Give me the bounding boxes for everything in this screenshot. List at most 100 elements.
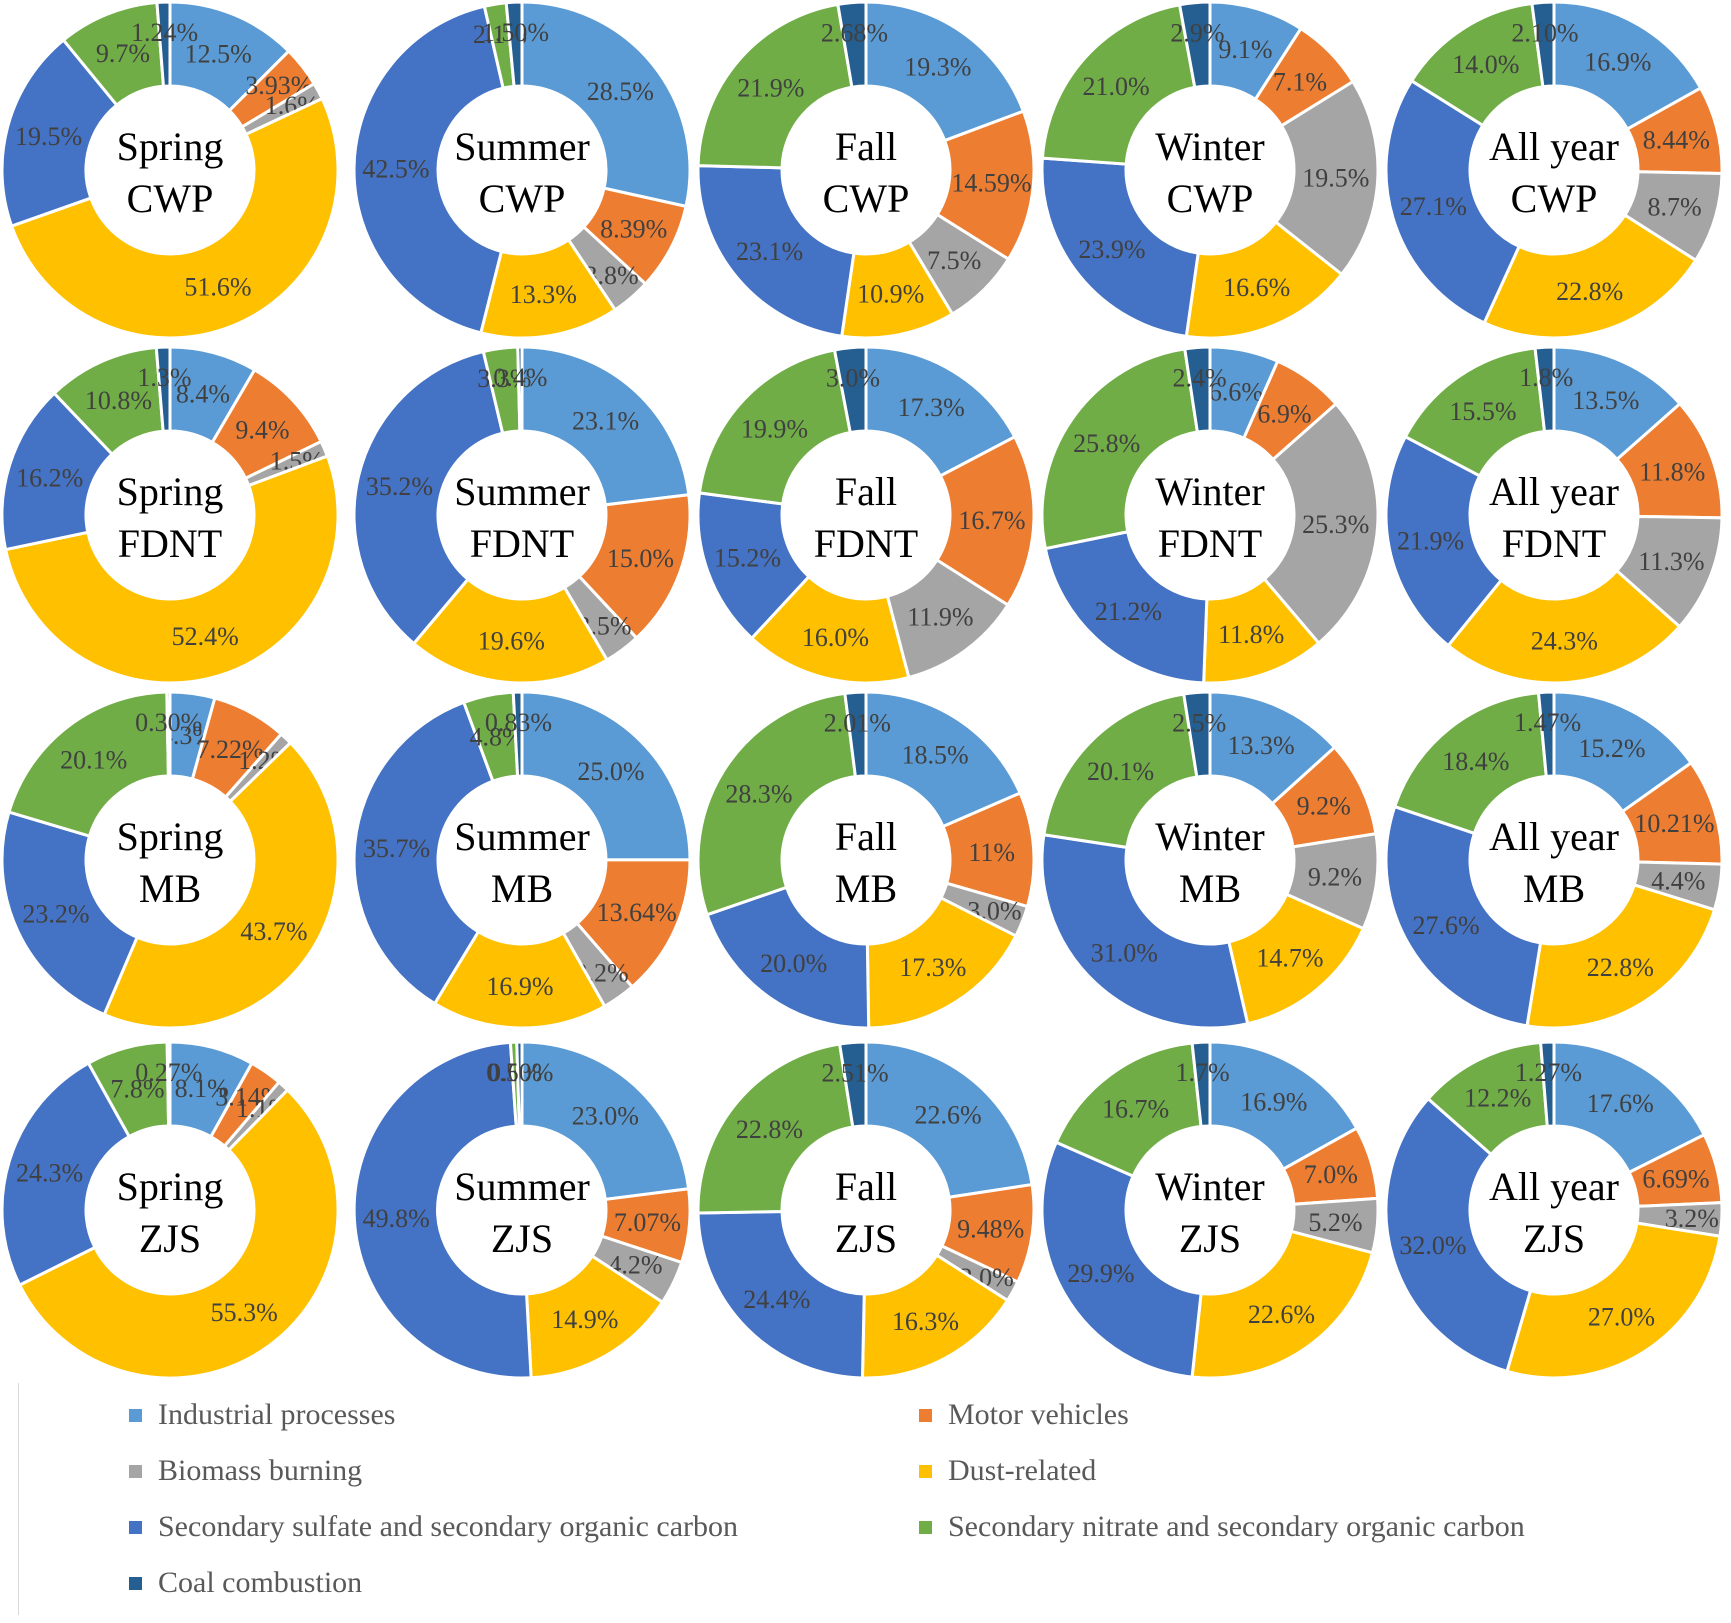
slice-secondary-nitrate-and-secondary-organic-carbon (696, 2, 854, 170)
donut-summer-mb: 25.0%13.64%3.2%16.9%35.7%4.8%0.83%Summer… (352, 690, 692, 1030)
data-label: 42.5% (362, 155, 429, 184)
data-label: 0.83% (485, 708, 552, 737)
data-label: 0.6% (488, 1058, 542, 1087)
slice-secondary-nitrate-and-secondary-organic-carbon (1040, 3, 1197, 166)
center-site-label: ZJS (1179, 1216, 1241, 1261)
center-site-label: CWP (823, 176, 910, 221)
data-label: 15.2% (1578, 734, 1645, 763)
donut-summer-zjs: 23.0%7.07%4.2%14.9%49.8%0.6%0.50%SummerZ… (352, 1040, 692, 1380)
data-label: 1.27% (1515, 1058, 1582, 1087)
slice-industrial-processes (1552, 0, 1703, 132)
data-label: 2.5% (1172, 708, 1226, 737)
slice-industrial-processes (1552, 1040, 1707, 1175)
data-label: 49.8% (363, 1204, 430, 1233)
slice-biomass-burning (1273, 79, 1380, 277)
slice-industrial-processes (864, 345, 1017, 478)
donut-all-year-zjs: 17.6%6.69%3.2%27.0%32.0%12.2%1.27%All ye… (1384, 1040, 1724, 1380)
data-label: 6.9% (1257, 399, 1311, 428)
legend-label: Dust-related (948, 1454, 1097, 1487)
center-site-label: MB (835, 866, 897, 911)
slice-coal-combustion (1183, 345, 1212, 434)
legend-swatch (129, 1520, 142, 1534)
data-label: 22.8% (736, 1115, 803, 1144)
legend-label: Secondary nitrate and secondary organic … (948, 1510, 1525, 1543)
donut-fall-zjs: 22.6%9.48%2.0%16.3%24.4%22.8%2.51%FallZJ… (696, 1040, 1036, 1380)
center-site-label: FDNT (814, 521, 918, 566)
slice-secondary-nitrate-and-secondary-organic-carbon (696, 1042, 855, 1215)
legend-item: Secondary nitrate and secondary organic … (919, 1507, 1525, 1547)
slice-dust-related (102, 740, 340, 1030)
slice-secondary-sulfate-and-secondary-organic-carbon (1043, 530, 1209, 685)
data-label: 13.64% (597, 898, 677, 927)
data-label: 16.7% (958, 506, 1025, 535)
data-label: 9.2% (1308, 863, 1362, 892)
center-season-label: All year (1489, 469, 1619, 514)
center-site-label: CWP (127, 176, 214, 221)
slice-secondary-sulfate-and-secondary-organic-carbon (352, 349, 505, 646)
center-site-label: MB (491, 866, 553, 911)
data-label: 1.47% (1514, 708, 1581, 737)
slice-dust-related (17, 1087, 340, 1380)
data-label: 52.4% (172, 622, 239, 651)
data-label: 16.0% (802, 623, 869, 652)
center-site-label: CWP (1511, 176, 1598, 221)
slice-secondary-nitrate-and-secondary-organic-carbon (696, 691, 858, 917)
legend-label: Industrial processes (158, 1398, 396, 1431)
data-label: 9.4% (235, 415, 289, 444)
data-label: 8.4% (176, 379, 230, 408)
center-site-label: ZJS (491, 1216, 553, 1261)
data-label: 20.1% (1087, 757, 1154, 786)
center-site-label: ZJS (139, 1216, 201, 1261)
data-label: 2.01% (824, 708, 891, 737)
data-label: 14.7% (1256, 943, 1323, 972)
data-label: 22.6% (915, 1100, 982, 1129)
data-label: 14.59% (951, 169, 1031, 198)
data-label: 15.2% (714, 544, 781, 573)
donut-all-year-fdnt: 13.5% 11.8% 11.3% 24.3% 21.9% 15.5%1.8% All ye… (1384, 345, 1724, 685)
data-label: 25.3% (1302, 510, 1369, 539)
slice-coal-combustion (1530, 0, 1556, 89)
data-label: 20.0% (760, 949, 827, 978)
data-label: 13.3% (510, 280, 577, 309)
data-label: 19.9% (741, 415, 808, 444)
slice-dust-related (1482, 213, 1698, 340)
slice-dust-related (9, 96, 340, 340)
data-label: 9.7% (96, 39, 150, 68)
slice-coal-combustion (1190, 1040, 1212, 1129)
slice-dust-related (411, 577, 610, 685)
data-label: 11% (968, 838, 1015, 867)
data-label: 43.7% (240, 917, 307, 946)
center-season-label: Fall (835, 124, 897, 169)
data-label: 23.2% (22, 900, 89, 929)
slice-industrial-processes (864, 1040, 1034, 1199)
center-season-label: Summer (454, 469, 590, 514)
data-label: 11.8% (1218, 620, 1284, 649)
data-label: 7.8% (110, 1074, 164, 1103)
slice-industrial-processes (520, 690, 692, 862)
data-label: 10.21% (1634, 809, 1714, 838)
slice-coal-combustion (1533, 345, 1556, 434)
data-label: 0.4% (493, 363, 547, 392)
center-season-label: Spring (117, 124, 224, 169)
slice-industrial-processes (864, 0, 1026, 143)
data-label: 21.0% (1083, 72, 1150, 101)
center-season-label: All year (1489, 1164, 1619, 1209)
center-season-label: All year (1489, 814, 1619, 859)
slice-industrial-processes (1208, 1040, 1359, 1172)
center-site-label: FDNT (118, 521, 222, 566)
data-label: 1.8% (1519, 363, 1573, 392)
slice-coal-combustion (165, 690, 172, 778)
slice-dust-related (1525, 883, 1717, 1030)
slice-secondary-sulfate-and-secondary-organic-carbon (1384, 434, 1504, 648)
data-label: 35.2% (366, 472, 433, 501)
slice-secondary-nitrate-and-secondary-organic-carbon (7, 690, 170, 838)
data-label: 19.3% (904, 53, 971, 82)
legend-swatch (129, 1576, 142, 1590)
data-label: 14.0% (1452, 50, 1519, 79)
slice-secondary-nitrate-and-secondary-organic-carbon (1054, 1041, 1203, 1179)
data-label: 15.0% (607, 544, 674, 573)
slice-secondary-sulfate-and-secondary-organic-carbon (1040, 156, 1200, 339)
data-label: 25.0% (577, 757, 644, 786)
data-label: 21.9% (737, 74, 804, 103)
data-label: 16.9% (486, 972, 553, 1001)
